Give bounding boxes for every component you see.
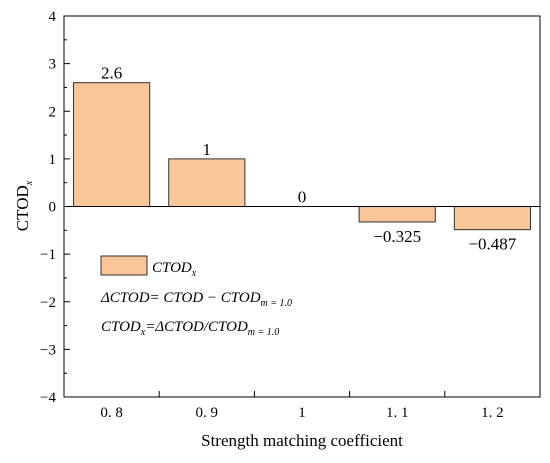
data-label: −0.487 (468, 235, 516, 254)
bar (358, 206, 436, 223)
data-label: 0 (298, 188, 307, 207)
data-label: −0.325 (373, 227, 421, 246)
legend-formula-delta: ΔCTOD= CTOD − CTODm = 1.0 (100, 290, 292, 309)
data-label: 2.6 (101, 64, 122, 83)
y-tick-label: −4 (40, 390, 56, 406)
y-tick-label: 2 (49, 104, 57, 120)
bar-series (73, 82, 531, 231)
y-axis: 4 3 2 1 0 −1 −2 −3 −4 (40, 9, 70, 406)
bar (73, 82, 151, 207)
bar (453, 206, 531, 231)
legend-series-label: CTODx (152, 260, 197, 279)
bar (168, 158, 246, 207)
x-tick-label: 1 (298, 405, 306, 421)
y-tick-label: 3 (49, 57, 57, 73)
legend-formula-ratio: CTODx=ΔCTOD/CTODm = 1.0 (101, 319, 279, 338)
x-tick-label: 0. 9 (196, 405, 219, 421)
y-axis-title: CTODx (13, 180, 35, 231)
data-labels: 2.6 1 0 −0.325 −0.487 (101, 64, 517, 254)
x-tick-label: 0. 8 (100, 405, 123, 421)
y-tick-label: 4 (49, 9, 57, 25)
x-tick-label: 1. 2 (481, 405, 504, 421)
x-axis: 0. 8 0. 9 1 1. 1 1. 2 (63, 391, 541, 421)
x-axis-title: Strength matching coefficient (201, 431, 403, 450)
y-tick-label: −2 (40, 295, 56, 311)
legend: CTODx ΔCTOD= CTOD − CTODm = 1.0 CTODx=ΔC… (100, 255, 292, 338)
y-tick-label: −1 (40, 247, 56, 263)
y-tick-label: 1 (49, 152, 57, 168)
x-tick-label: 1. 1 (386, 405, 409, 421)
data-label: 1 (203, 140, 212, 159)
y-tick-label: 0 (49, 200, 57, 216)
y-tick-label: −3 (40, 342, 56, 358)
legend-swatch (100, 255, 148, 276)
